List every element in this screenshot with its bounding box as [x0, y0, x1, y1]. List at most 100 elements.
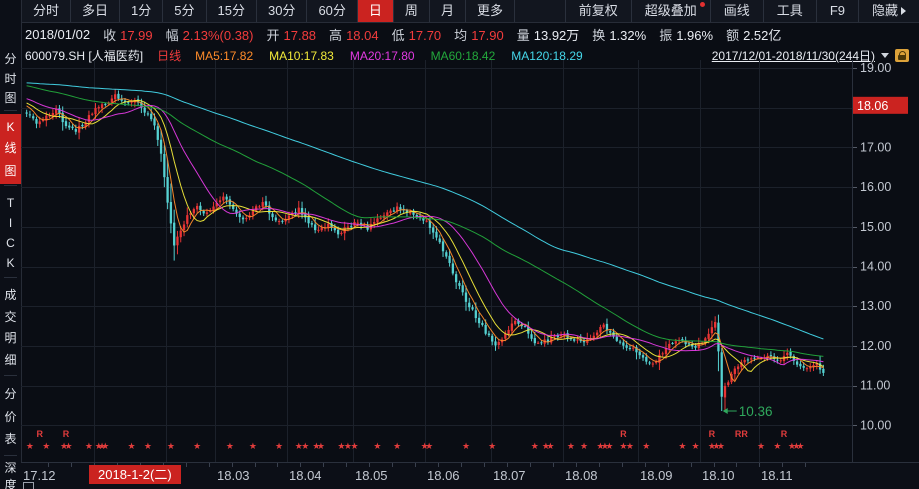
tab-30min[interactable]: 30分 — [257, 0, 308, 22]
x-axis-minor-tick — [232, 463, 233, 467]
x-axis-minor-tick — [209, 463, 210, 467]
stat-change: 幅 2.13%(0.38) — [165, 27, 254, 43]
date-range-label[interactable]: 2017/12/01-2018/11/30(244日) — [711, 49, 875, 63]
lock-icon[interactable] — [895, 49, 909, 62]
x-axis-label: 18.07 — [493, 468, 526, 483]
tab-fenshi[interactable]: 分时 — [22, 0, 72, 22]
y-axis-price-badge — [853, 96, 908, 114]
event-star-icon: ★ — [712, 441, 720, 451]
tab-month[interactable]: 月 — [430, 0, 466, 22]
event-star-icon: ★ — [596, 441, 604, 451]
tab-more[interactable]: 更多 — [466, 0, 515, 22]
x-axis-label: 18.11 — [761, 468, 793, 483]
stat-avg: 均 17.90 — [454, 27, 504, 43]
expand-right-icon — [901, 7, 906, 15]
y-axis-tick: 19.00 — [860, 61, 891, 75]
event-r-icon: R — [620, 429, 627, 439]
x-axis-minor-tick — [323, 463, 324, 467]
x-axis-minor-tick — [369, 463, 370, 467]
event-star-icon: ★ — [101, 441, 109, 451]
chevron-down-icon[interactable] — [881, 53, 889, 58]
stat-high: 高 18.04 — [329, 27, 379, 43]
x-axis-minor-tick — [48, 463, 49, 467]
event-star-icon: ★ — [792, 441, 800, 451]
event-star-icon: ★ — [344, 441, 352, 451]
event-star-icon: ★ — [717, 441, 725, 451]
stat-amount: 额 2.52亿 — [726, 27, 782, 43]
event-star-icon: ★ — [580, 441, 588, 451]
x-axis-minor-tick — [599, 463, 600, 467]
nav-depth-funds[interactable]: 深度资金 — [4, 461, 17, 489]
event-r-icon: R — [741, 429, 748, 439]
btn-forward-adjust[interactable]: 前复权 — [564, 0, 631, 22]
event-star-icon: ★ — [691, 441, 699, 451]
event-star-icon: ★ — [350, 441, 358, 451]
btn-tools[interactable]: 工具 — [762, 0, 816, 22]
x-axis-minor-tick — [805, 463, 806, 467]
tab-1min[interactable]: 1分 — [120, 0, 164, 22]
event-star-icon: ★ — [373, 441, 381, 451]
y-axis-tick: 13.00 — [860, 299, 891, 313]
x-axis-minor-tick — [668, 463, 669, 467]
y-axis-tick: 12.00 — [860, 339, 891, 353]
y-axis-tick: 10.00 — [860, 418, 891, 432]
btn-forward-adjust-label: 前复权 — [578, 3, 618, 18]
tab-week[interactable]: 周 — [394, 0, 430, 22]
x-axis-minor-tick — [645, 463, 646, 467]
event-star-icon: ★ — [98, 441, 106, 451]
event-star-icon: ★ — [128, 441, 136, 451]
x-axis-label: 18.06 — [427, 468, 460, 483]
x-axis-minor-tick — [255, 463, 256, 467]
tab-day[interactable]: 日 — [357, 0, 394, 22]
panel-toggle-icon[interactable] — [23, 482, 34, 489]
x-axis: 17.12 2018-1-2(二) 18.03 18.04 18.05 18.06 18.0… — [21, 462, 919, 489]
btn-draw-line[interactable]: 画线 — [709, 0, 763, 22]
event-star-icon: ★ — [605, 441, 613, 451]
event-star-icon: ★ — [249, 441, 257, 451]
nav-fenshi-chart[interactable]: 分时图 — [4, 52, 17, 105]
tab-multiday[interactable]: 多日 — [71, 0, 121, 22]
event-star-icon: ★ — [95, 441, 103, 451]
x-axis-minor-tick — [553, 463, 554, 467]
event-star-icon: ★ — [546, 441, 554, 451]
event-star-icon: ★ — [60, 441, 68, 451]
x-axis-label: 18.03 — [217, 468, 250, 483]
event-r-icon: R — [37, 429, 44, 439]
btn-super-overlay[interactable]: 超级叠加 — [630, 0, 710, 22]
tab-15min[interactable]: 15分 — [207, 0, 257, 22]
x-axis-minor-tick — [782, 463, 783, 467]
event-star-icon: ★ — [531, 441, 539, 451]
event-star-icon: ★ — [144, 441, 152, 451]
date-range-selector[interactable]: 2017/12/01-2018/11/30(244日) — [712, 47, 915, 64]
x-axis-minor-tick — [186, 463, 187, 467]
x-axis-minor-tick — [277, 463, 278, 467]
topbar: 分时 多日 1分 5分 15分 30分 60分日周月更多 前复权 超级叠加 画线 工具 F9 隐藏 — [0, 0, 919, 23]
x-axis-label: 18.04 — [289, 468, 322, 483]
event-star-icon: ★ — [312, 441, 320, 451]
btn-super-overlay-label: 超级叠加 — [644, 3, 697, 18]
event-star-icon: ★ — [85, 441, 93, 451]
x-axis-minor-tick — [530, 463, 531, 467]
legend-bar: 600079.SH [人福医药] 日线 MA5:17.82 MA10:17.83 M… — [21, 46, 919, 65]
symbol-name: 600079.SH [人福医药] — [25, 49, 144, 63]
btn-tools-label: 工具 — [776, 3, 803, 18]
ma-label-ma60: MA60:18.42 — [430, 48, 496, 63]
tab-60min[interactable]: 60分 — [307, 0, 358, 22]
event-r-icon: R — [781, 429, 788, 439]
kline-chart[interactable]: 19.0018.0017.0016.0015.0014.0013.0012.00… — [21, 60, 919, 462]
btn-draw-line-label: 画线 — [723, 3, 750, 18]
stat-volume: 量 13.92万 — [516, 27, 580, 43]
nav-trade-detail[interactable]: 成交明细 — [4, 287, 17, 368]
event-star-icon: ★ — [167, 441, 175, 451]
event-star-icon: ★ — [421, 441, 429, 451]
event-star-icon: ★ — [317, 441, 325, 451]
btn-hide[interactable]: 隐藏 — [857, 0, 919, 22]
btn-f9[interactable]: F9 — [815, 0, 858, 22]
nav-price-table[interactable]: 分价表 — [4, 387, 17, 446]
event-star-icon: ★ — [757, 441, 765, 451]
tab-5min[interactable]: 5分 — [163, 0, 207, 22]
min-price-label: 10.36 — [739, 404, 773, 419]
stat-amplitude: 振 1.96% — [659, 27, 714, 43]
